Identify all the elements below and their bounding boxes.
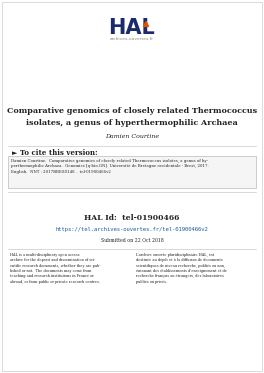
Text: Damien Courtine: Damien Courtine (105, 134, 159, 138)
Text: Submitted on 22 Oct 2018: Submitted on 22 Oct 2018 (101, 238, 163, 244)
Text: Damien Courtine.  Comparative genomics of closely related Thermococcus isolates,: Damien Courtine. Comparative genomics of… (11, 159, 209, 174)
Text: archives-ouvertes.fr: archives-ouvertes.fr (110, 37, 154, 41)
Text: HAL is a multi-disciplinary open access
archive for the deposit and disseminatio: HAL is a multi-disciplinary open access … (10, 253, 100, 284)
Text: HAL Id:  tel-01900466: HAL Id: tel-01900466 (84, 214, 180, 222)
Polygon shape (144, 22, 148, 26)
Text: HAL: HAL (109, 18, 155, 38)
Bar (8, 156, 256, 188)
Text: Comparative genomics of closely related Thermococcus: Comparative genomics of closely related … (7, 107, 257, 115)
Text: ► To cite this version:: ► To cite this version: (12, 149, 98, 157)
Text: https://tel.archives-ouvertes.fr/tel-01900466v2: https://tel.archives-ouvertes.fr/tel-019… (56, 228, 208, 232)
Text: isolates, a genus of hyperthermophilic Archaea: isolates, a genus of hyperthermophilic A… (26, 119, 238, 127)
Text: L’archive ouverte pluridisciplinaire HAL, est
destinée au dépôt et à la diffusio: L’archive ouverte pluridisciplinaire HAL… (136, 253, 227, 284)
